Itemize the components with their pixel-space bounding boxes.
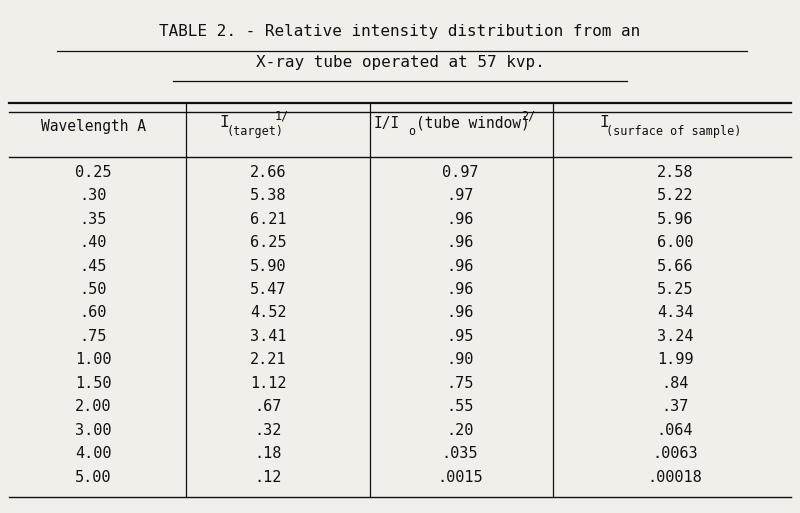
Text: .40: .40 xyxy=(79,235,106,250)
Text: 6.21: 6.21 xyxy=(250,211,286,227)
Text: 1/: 1/ xyxy=(275,110,289,123)
Text: 2.21: 2.21 xyxy=(250,352,286,367)
Text: 5.22: 5.22 xyxy=(657,188,694,203)
Text: .0063: .0063 xyxy=(652,446,698,461)
Text: .75: .75 xyxy=(446,376,474,391)
Text: .67: .67 xyxy=(254,399,282,415)
Text: .50: .50 xyxy=(79,282,106,297)
Text: .35: .35 xyxy=(79,211,106,227)
Text: 4.00: 4.00 xyxy=(75,446,111,461)
Text: 5.90: 5.90 xyxy=(250,259,286,273)
Text: .55: .55 xyxy=(446,399,474,415)
Text: .20: .20 xyxy=(446,423,474,438)
Text: 2/: 2/ xyxy=(521,110,535,123)
Text: 4.52: 4.52 xyxy=(250,305,286,321)
Text: .45: .45 xyxy=(79,259,106,273)
Text: .12: .12 xyxy=(254,470,282,485)
Text: 4.34: 4.34 xyxy=(657,305,694,321)
Text: o: o xyxy=(408,125,415,138)
Text: 3.24: 3.24 xyxy=(657,329,694,344)
Text: .32: .32 xyxy=(254,423,282,438)
Text: I: I xyxy=(599,115,609,130)
Text: .95: .95 xyxy=(446,329,474,344)
Text: 2.66: 2.66 xyxy=(250,165,286,180)
Text: 3.41: 3.41 xyxy=(250,329,286,344)
Text: TABLE 2. - Relative intensity distribution from an: TABLE 2. - Relative intensity distributi… xyxy=(159,24,641,40)
Text: 1.00: 1.00 xyxy=(75,352,111,367)
Text: .96: .96 xyxy=(446,235,474,250)
Text: 0.97: 0.97 xyxy=(442,165,478,180)
Text: .84: .84 xyxy=(662,376,689,391)
Text: I: I xyxy=(219,115,229,130)
Text: 5.38: 5.38 xyxy=(250,188,286,203)
Text: .064: .064 xyxy=(657,423,694,438)
Text: 5.25: 5.25 xyxy=(657,282,694,297)
Text: X-ray tube operated at 57 kvp.: X-ray tube operated at 57 kvp. xyxy=(256,55,544,70)
Text: 5.47: 5.47 xyxy=(250,282,286,297)
Text: (surface of sample): (surface of sample) xyxy=(606,125,742,138)
Text: (tube window): (tube window) xyxy=(416,116,530,131)
Text: 2.58: 2.58 xyxy=(657,165,694,180)
Text: .96: .96 xyxy=(446,259,474,273)
Text: 1.12: 1.12 xyxy=(250,376,286,391)
Text: 6.00: 6.00 xyxy=(657,235,694,250)
Text: .18: .18 xyxy=(254,446,282,461)
Text: (target): (target) xyxy=(226,125,283,138)
Text: 5.00: 5.00 xyxy=(75,470,111,485)
Text: 1.50: 1.50 xyxy=(75,376,111,391)
Text: .75: .75 xyxy=(79,329,106,344)
Text: 6.25: 6.25 xyxy=(250,235,286,250)
Text: 5.66: 5.66 xyxy=(657,259,694,273)
Text: .96: .96 xyxy=(446,305,474,321)
Text: 2.00: 2.00 xyxy=(75,399,111,415)
Text: .00018: .00018 xyxy=(648,470,702,485)
Text: .035: .035 xyxy=(442,446,478,461)
Text: 0.25: 0.25 xyxy=(75,165,111,180)
Text: .37: .37 xyxy=(662,399,689,415)
Text: .30: .30 xyxy=(79,188,106,203)
Text: .96: .96 xyxy=(446,211,474,227)
Text: 5.96: 5.96 xyxy=(657,211,694,227)
Text: 3.00: 3.00 xyxy=(75,423,111,438)
Text: .60: .60 xyxy=(79,305,106,321)
Text: 1.99: 1.99 xyxy=(657,352,694,367)
Text: .96: .96 xyxy=(446,282,474,297)
Text: I/I: I/I xyxy=(374,116,400,131)
Text: .97: .97 xyxy=(446,188,474,203)
Text: .0015: .0015 xyxy=(437,470,482,485)
Text: Wavelength A: Wavelength A xyxy=(41,119,146,134)
Text: .90: .90 xyxy=(446,352,474,367)
